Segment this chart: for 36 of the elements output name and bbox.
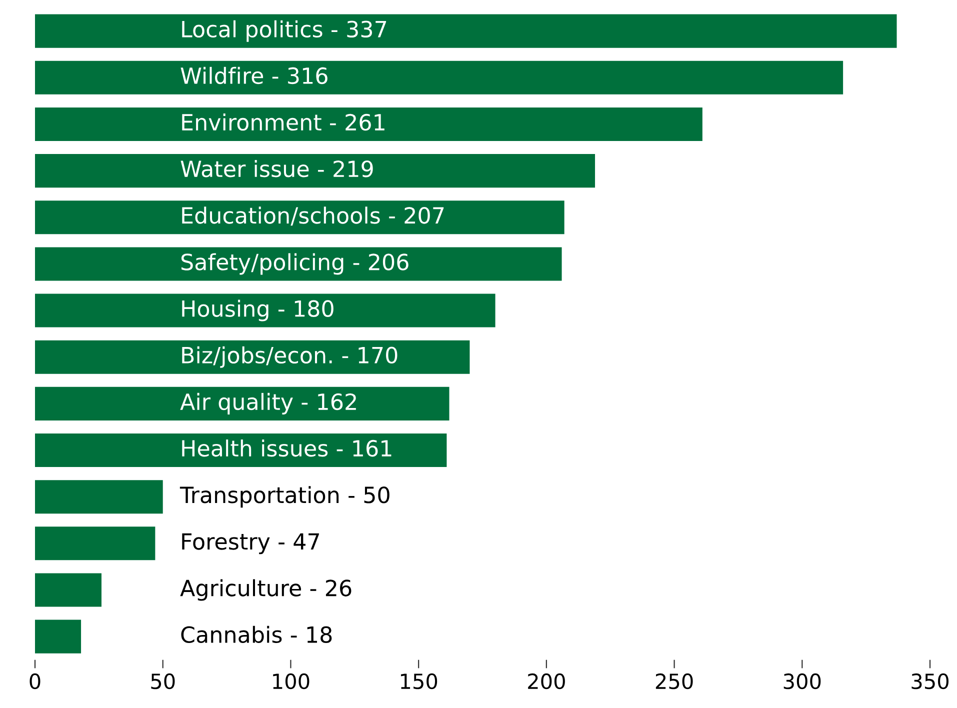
x-tick-label: 100 [273, 673, 310, 690]
y-tick-label: Environment - 261 [182, 113, 384, 131]
x-tick-label: 300 [784, 673, 821, 690]
bar [35, 294, 496, 328]
bar [35, 526, 156, 560]
y-tick-label: Local politics - 337 [182, 20, 386, 42]
bar [35, 154, 596, 188]
y-tick-label: Wildfire - 316 [180, 66, 328, 84]
bar [35, 386, 450, 420]
x-tick-label: 200 [528, 673, 565, 690]
bar [35, 340, 470, 374]
x-tick-label: 250 [656, 673, 693, 690]
x-tick-label: 150 [400, 673, 438, 690]
y-tick-label: Cannabis - 18 [181, 626, 332, 644]
y-tick-label: Biz/jobs/econ. - 170 [182, 346, 398, 368]
bar [35, 14, 897, 48]
y-tick-label: Education/schools - 207 [182, 206, 444, 226]
bar [35, 433, 447, 468]
bar [35, 200, 564, 234]
y-tick-label: Health issues - 161 [182, 440, 392, 457]
x-tick-label: 350 [912, 673, 948, 690]
bar [35, 247, 562, 281]
y-tick-label: Air quality - 162 [180, 392, 356, 414]
y-tick-label: Water issue - 219 [180, 160, 373, 178]
x-tick-label: 50 [151, 673, 175, 690]
y-tick-label: Safety/policing - 206 [181, 253, 408, 275]
bar [35, 573, 102, 607]
y-tick-label: Forestry - 47 [182, 533, 319, 554]
x-tick-label: 0 [30, 673, 40, 690]
y-tick-label: Agriculture - 26 [180, 579, 352, 601]
bar [35, 60, 844, 94]
y-tick-label: Housing - 180 [182, 300, 334, 322]
bar [35, 107, 702, 141]
bar [35, 480, 163, 514]
y-tick-label: Transportation - 50 [180, 486, 390, 508]
bar [35, 620, 82, 654]
